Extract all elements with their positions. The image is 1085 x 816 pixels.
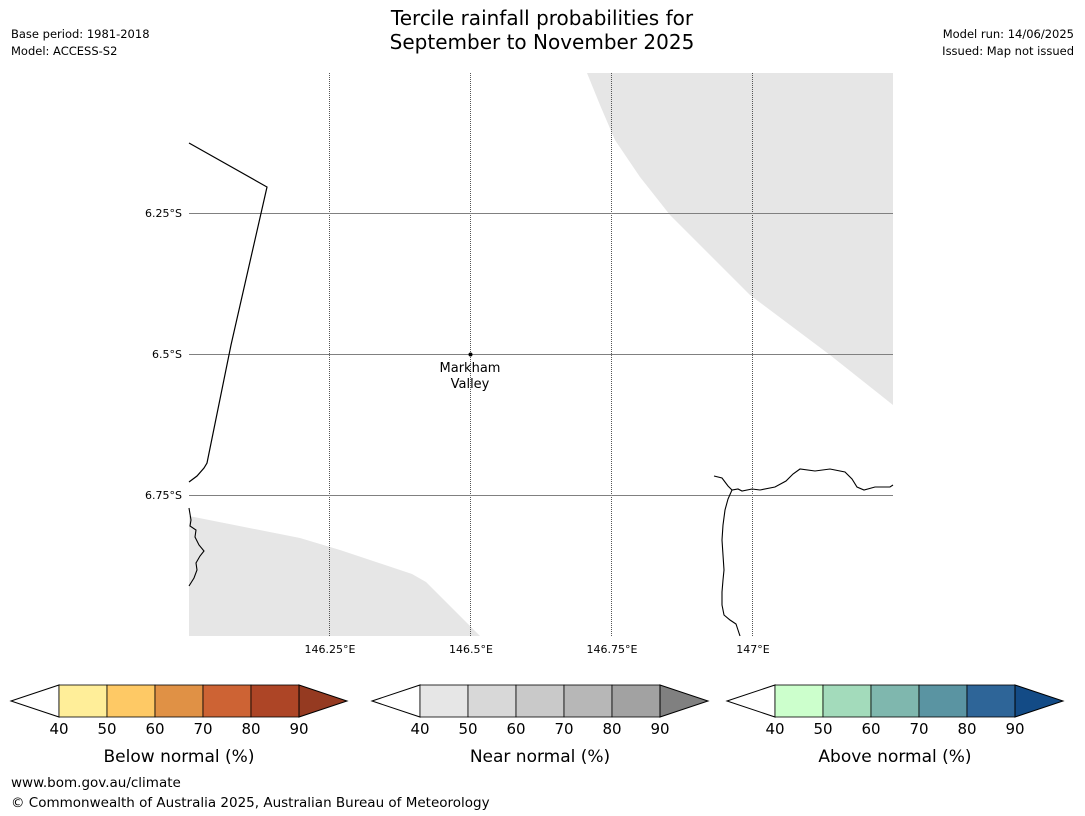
colorbar-low-extend <box>725 684 776 718</box>
model-name: Model: ACCESS-S2 <box>11 44 118 58</box>
longitude-tick-labels: 146.25°E 146.5°E 146.75°E 147°E <box>305 643 770 656</box>
title-line-1: Tercile rainfall probabilities for <box>390 6 694 30</box>
latitude-tick-labels: 6.25°S 6.5°S 6.75°S <box>145 207 182 502</box>
colorbar-tick-label: 90 <box>650 720 669 738</box>
colorbar-segment <box>611 684 661 718</box>
map-canvas: Markham Valley 6.25°S 6.5°S 6.75°S 146.2… <box>145 73 894 656</box>
colorbar-tick-label: 90 <box>289 720 308 738</box>
colorbar-tick-label: 40 <box>49 720 68 738</box>
colorbar-tick-label: 50 <box>813 720 832 738</box>
base-period: Base period: 1981-2018 <box>11 27 150 41</box>
colorbar-segment <box>870 684 920 718</box>
colorbar-tick-label: 60 <box>861 720 880 738</box>
lat-tick-label: 6.25°S <box>145 207 182 220</box>
model-run: Model run: 14/06/2025 <box>942 27 1074 41</box>
colorbar-legends: 40 50 60 70 80 90 Below normal (%) 40 50 60 70 80 90… <box>9 684 1065 767</box>
colorbar-segment <box>202 684 252 718</box>
colorbar-tick-label: 90 <box>1005 720 1024 738</box>
colorbar-tick-label: 50 <box>97 720 116 738</box>
colorbar-tick-label: 80 <box>957 720 976 738</box>
nodata-region-southwest <box>189 516 480 636</box>
colorbar-tick-label: 60 <box>145 720 164 738</box>
lon-tick-label: 146.5°E <box>449 643 493 656</box>
colorbar-tick-label: 80 <box>602 720 621 738</box>
lon-tick-label: 146.25°E <box>305 643 356 656</box>
colorbar-tick-label: 50 <box>458 720 477 738</box>
colorbar-segment <box>918 684 968 718</box>
location-label-line-1: Markham <box>440 361 501 376</box>
colorbar-segment <box>467 684 517 718</box>
markham-valley-marker <box>468 352 473 357</box>
nodata-region-northeast <box>587 73 893 405</box>
lon-tick-label: 146.75°E <box>587 643 638 656</box>
colorbar-label: Near normal (%) <box>470 747 610 767</box>
meta-left: Base period: 1981-2018 Model: ACCESS-S2 <box>11 26 150 60</box>
footer-copyright: © Commonwealth of Australia 2025, Austra… <box>11 795 490 811</box>
colorbar-tick-label: 70 <box>909 720 928 738</box>
latitude-gridlines <box>189 213 893 496</box>
colorbar-high-extend <box>1014 684 1065 718</box>
colorbar-tick-label: 70 <box>554 720 573 738</box>
colorbar-low-extend <box>370 684 421 718</box>
footer-url: www.bom.gov.au/climate <box>11 775 181 791</box>
colorbar-segment <box>106 684 156 718</box>
colorbar-label: Above normal (%) <box>818 747 971 767</box>
colorbar-segment <box>154 684 204 718</box>
colorbar-segment <box>419 684 469 718</box>
colorbar-segment <box>966 684 1016 718</box>
colorbar-tick-label: 40 <box>765 720 784 738</box>
colorbar-segment <box>58 684 108 718</box>
lat-tick-label: 6.75°S <box>145 489 182 502</box>
colorbar-tick-label: 40 <box>410 720 429 738</box>
colorbar-tick-label: 60 <box>506 720 525 738</box>
colorbar-segment <box>250 684 300 718</box>
colorbar-tick-label: 70 <box>193 720 212 738</box>
issued-status: Issued: Map not issued <box>942 44 1074 58</box>
colorbar-tick-label: 80 <box>241 720 260 738</box>
colorbar-label: Below normal (%) <box>104 747 255 767</box>
colorbar-segment <box>822 684 872 718</box>
map-title: Tercile rainfall probabilities for Septe… <box>342 6 742 54</box>
lat-tick-label: 6.5°S <box>152 348 182 361</box>
title-line-2: September to November 2025 <box>389 30 695 54</box>
colorbar-high-extend <box>298 684 349 718</box>
coastline-west <box>188 507 205 587</box>
colorbar-segment <box>515 684 565 718</box>
colorbar-segment <box>774 684 824 718</box>
province-border <box>188 142 268 483</box>
colorbar-high-extend <box>659 684 710 718</box>
coastline-huon-gulf <box>713 468 894 492</box>
location-label-line-2: Valley <box>451 377 490 392</box>
colorbar-low-extend <box>9 684 60 718</box>
colorbar-segment <box>563 684 613 718</box>
meta-right: Model run: 14/06/2025 Issued: Map not is… <box>942 26 1074 60</box>
coastline-south <box>721 489 741 637</box>
lon-tick-label: 147°E <box>736 643 769 656</box>
